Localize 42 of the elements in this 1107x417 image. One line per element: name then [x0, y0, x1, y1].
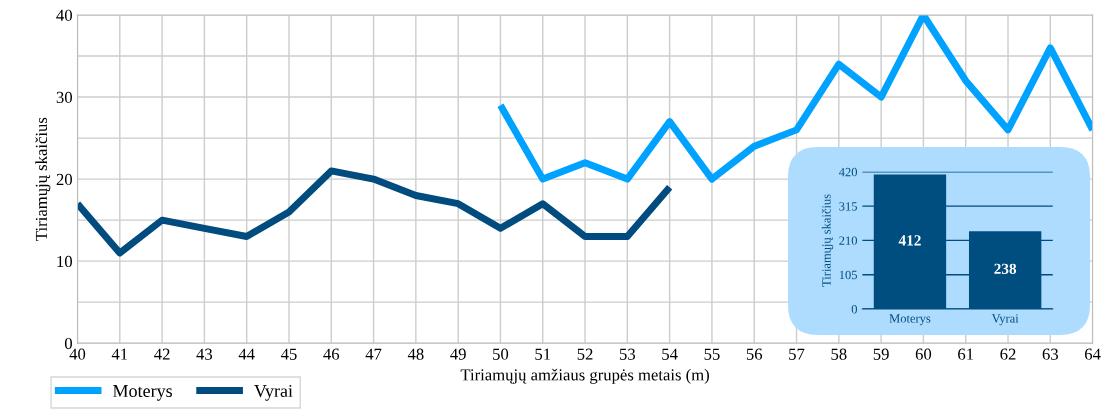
x-tick-label: 50 [493, 348, 509, 360]
x-tick-label: 49 [450, 348, 466, 360]
x-axis-title: Tiriamųjų amžiaus grupės metais (m) [460, 368, 709, 384]
x-tick-label: 63 [1042, 348, 1058, 360]
y-tick-label: 315 [839, 202, 857, 211]
y-tick-label: 105 [839, 270, 857, 280]
y-tick-label: 210 [839, 236, 858, 245]
data-label: 238 [994, 263, 1017, 274]
x-tick-label: 42 [154, 348, 170, 360]
y-tick-label: 20 [56, 173, 72, 186]
x-tick-label: 43 [196, 348, 213, 360]
x-tick-label: 54 [662, 348, 678, 360]
x-tick-label: 40 [69, 348, 86, 360]
x-tick-label: 60 [915, 348, 932, 360]
x-tick-label: 53 [619, 348, 636, 360]
y-tick-label: 40 [56, 9, 72, 21]
x-tick-label: 48 [407, 348, 424, 360]
y-tick-label: 10 [57, 255, 72, 268]
x-tick-label: 41 [111, 348, 128, 360]
x-tick-label: 44 [238, 348, 255, 360]
x-tick-label: 58 [831, 348, 847, 360]
x-tick-label: 62 [1000, 348, 1016, 360]
x-tick-label: 47 [365, 348, 382, 360]
y-tick-label: 0 [64, 337, 72, 350]
legend-label: Moterys [113, 385, 173, 401]
y-tick-label: 420 [838, 167, 858, 177]
y-tick-label: 30 [56, 91, 72, 103]
x-tick-label: 45 [280, 348, 297, 360]
x-tick-label: 51 [535, 348, 551, 360]
x-tick-label: 57 [789, 348, 805, 360]
x-tick-label: 61 [958, 348, 974, 360]
y-axis-title: Tiriamųjų skaičius [821, 194, 834, 287]
x-tick-label: 46 [323, 348, 340, 360]
y-tick-label: 0 [851, 305, 858, 314]
x-tick-label: 59 [873, 348, 889, 360]
x-tick-label: 52 [577, 348, 593, 360]
x-tick-label: 56 [746, 348, 763, 360]
x-tick-label: 55 [704, 348, 720, 360]
legend-label: Vyrai [254, 384, 293, 401]
y-axis-title: Tiriamųjų skaičius [35, 117, 51, 241]
x-tick-label: 64 [1084, 348, 1101, 360]
data-label: 412 [898, 235, 921, 246]
